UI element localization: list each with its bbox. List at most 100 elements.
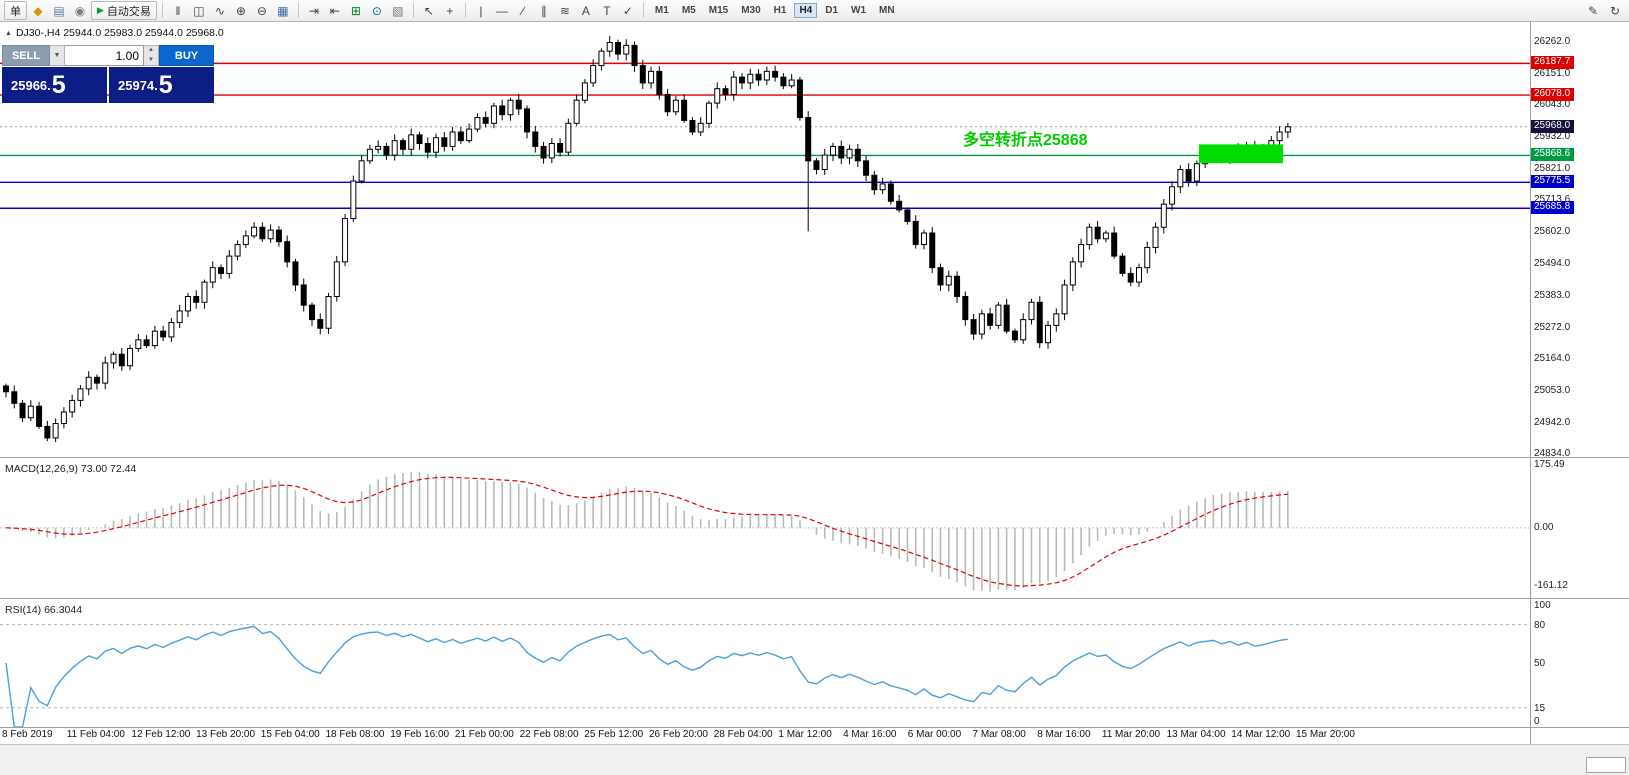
periods-icon[interactable]: ⊙ — [371, 3, 382, 18]
crosshair-icon[interactable]: + — [446, 3, 454, 18]
market-watch-icon[interactable]: ◆ — [33, 3, 43, 18]
scale-label: 24834.0 — [1534, 448, 1571, 460]
toolbar: 单 ◆ ▤ ◉ ▶ 自动交易 ‖ ◫ ∿ ⊕ ⊖ ▦ ⇥ ⇤ ⊞ ⊙ ▧ ↖ + | — ∕ ∥ ≋ A T ✓ M1 M5 M15 M30… — [0, 0, 1629, 22]
auto-trading-button-icon: ▶ — [97, 5, 104, 15]
time-label: 11 Feb 04:00 — [66, 729, 125, 740]
volume-up-icon[interactable]: ▲ — [148, 47, 154, 53]
buy-price-big-digit: 5 — [158, 70, 173, 99]
panel-divider[interactable] — [0, 457, 1629, 458]
sell-options-caret-icon[interactable]: ▼ — [50, 45, 65, 66]
price-level-label: 25775.5 — [1531, 175, 1575, 189]
channel-icon[interactable]: ∥ — [540, 3, 547, 18]
zoom-in-icon[interactable]: ⊕ — [235, 3, 246, 18]
price-level-label: 25968.0 — [1531, 119, 1575, 133]
one-click-trading-panel: SELL ▼ ▲ ▼ BUY 25966. 5 25974. 5 — [2, 45, 214, 103]
time-label: 18 Feb 08:00 — [325, 729, 385, 740]
auto-trading-button[interactable]: ▶ 自动交易 — [91, 1, 157, 20]
auto-trading-button-label: 自动交易 — [106, 5, 151, 18]
new-order-button[interactable]: 单 — [4, 1, 27, 20]
zoom-out-icon[interactable]: ⊖ — [256, 3, 267, 18]
time-label: 19 Feb 16:00 — [390, 729, 450, 740]
templates-icon[interactable]: ▧ — [392, 3, 404, 18]
bar-chart-icon[interactable]: ‖ — [175, 3, 181, 18]
trendline-icon[interactable]: ∕ — [521, 3, 524, 18]
price-level-label: 26078.0 — [1531, 88, 1575, 102]
scale-label: 15 — [1534, 702, 1546, 714]
macd-scale[interactable]: 175.49 0.00 -161.12 — [1531, 458, 1628, 598]
scale-label: 25053.0 — [1534, 384, 1571, 396]
timeframe-m15[interactable]: M15 — [708, 5, 729, 16]
time-label: 8 Mar 16:00 — [1037, 729, 1091, 740]
timeframe-w1[interactable]: W1 — [851, 5, 867, 16]
scale-label: 25164.0 — [1534, 352, 1571, 364]
quick-navigation-box[interactable] — [1586, 757, 1626, 773]
volume-input[interactable] — [65, 45, 144, 66]
time-label: 4 Mar 16:00 — [843, 729, 897, 740]
fibonacci-icon[interactable]: ≋ — [559, 3, 570, 18]
time-label: 15 Feb 04:00 — [260, 729, 320, 740]
scale-label: 175.49 — [1534, 459, 1565, 470]
timeframe-m1[interactable]: M1 — [654, 5, 669, 16]
text-label-icon[interactable]: T — [603, 3, 611, 18]
toolbar-separator — [412, 3, 414, 18]
line-chart-icon[interactable]: ∿ — [214, 3, 225, 18]
auto-scroll-icon[interactable]: ⇥ — [308, 3, 319, 18]
scale-label: 100 — [1534, 600, 1551, 611]
text-icon[interactable]: A — [581, 3, 590, 18]
time-label: 7 Mar 08:00 — [972, 729, 1026, 740]
navigator-icon[interactable]: ◉ — [74, 3, 86, 18]
chart-ohlc-info: DJ30-,H4 25944.0 25983.0 25944.0 25968.0 — [15, 27, 224, 39]
time-label: 11 Mar 20:00 — [1101, 729, 1161, 740]
time-label: 1 Mar 12:00 — [778, 729, 832, 740]
candlestick-chart-icon[interactable]: ◫ — [193, 3, 205, 18]
chart-shift-icon[interactable]: ⇤ — [329, 3, 340, 18]
time-label: 13 Mar 04:00 — [1166, 729, 1226, 740]
macd-label: MACD(12,26,9) 73.00 72.44 — [5, 463, 137, 475]
panel-divider[interactable] — [0, 598, 1629, 599]
indicators-icon[interactable]: ⊞ — [350, 3, 361, 18]
timeframe-h1[interactable]: H1 — [773, 5, 787, 16]
timeframe-mn[interactable]: MN — [879, 5, 895, 16]
refresh-icon[interactable]: ↻ — [1609, 3, 1621, 18]
price-scale[interactable]: 26262.0 26151.0 26043.0 25932.0 25821.0 25713… — [1531, 22, 1628, 460]
time-label: 12 Feb 12:00 — [131, 729, 191, 740]
edit-icon[interactable]: ✎ — [1587, 3, 1599, 18]
tile-windows-icon[interactable]: ▦ — [277, 3, 289, 18]
volume-down-icon[interactable]: ▼ — [148, 56, 154, 63]
time-label: 8 Feb 2019 — [2, 729, 53, 740]
status-bar — [0, 744, 1629, 775]
timeframe-m30[interactable]: M30 — [741, 5, 761, 16]
scale-label: 50 — [1534, 658, 1546, 669]
scale-label: 24942.0 — [1534, 416, 1571, 428]
rsi-scale[interactable]: 100 80 50 15 0 — [1531, 599, 1628, 727]
sell-price-display: 25966. 5 — [2, 67, 107, 103]
macd-panel[interactable] — [0, 458, 1530, 598]
main-chart[interactable] — [0, 22, 1530, 457]
sell-button[interactable]: SELL — [2, 45, 50, 66]
time-label: 22 Feb 08:00 — [519, 729, 579, 740]
scale-label: -161.12 — [1534, 580, 1568, 592]
price-level-label: 25868.6 — [1531, 148, 1575, 162]
toolbar-separator — [642, 3, 644, 18]
toolbar-separator — [464, 3, 466, 18]
arrows-icon[interactable]: ✓ — [622, 3, 633, 18]
time-label: 14 Mar 12:00 — [1231, 729, 1291, 740]
cursor-icon[interactable]: ↖ — [423, 3, 434, 18]
data-window-icon[interactable]: ▤ — [53, 3, 65, 18]
toolbar-separator — [297, 3, 299, 18]
time-label: 6 Mar 00:00 — [907, 729, 962, 740]
buy-price: 25974. — [118, 77, 158, 93]
rsi-panel[interactable] — [0, 599, 1530, 727]
timeframe-h4[interactable]: H4 — [794, 3, 818, 18]
scale-label: 25713.6 — [1534, 194, 1571, 206]
scale-label: 25602.0 — [1534, 226, 1571, 238]
horizontal-line-icon[interactable]: — — [495, 3, 508, 18]
buy-button[interactable]: BUY — [159, 45, 214, 66]
subwindow-marker-icon[interactable]: ▲ — [5, 29, 12, 37]
sell-price: 25966. — [11, 77, 51, 93]
timeframe-m5[interactable]: M5 — [681, 5, 696, 16]
timeframe-d1[interactable]: D1 — [825, 5, 839, 16]
time-label: 25 Feb 12:00 — [584, 729, 644, 740]
time-axis[interactable]: 8 Feb 2019 11 Feb 04:00 12 Feb 12:00 13 Feb… — [0, 728, 1530, 743]
vertical-line-icon[interactable]: | — [479, 3, 483, 18]
